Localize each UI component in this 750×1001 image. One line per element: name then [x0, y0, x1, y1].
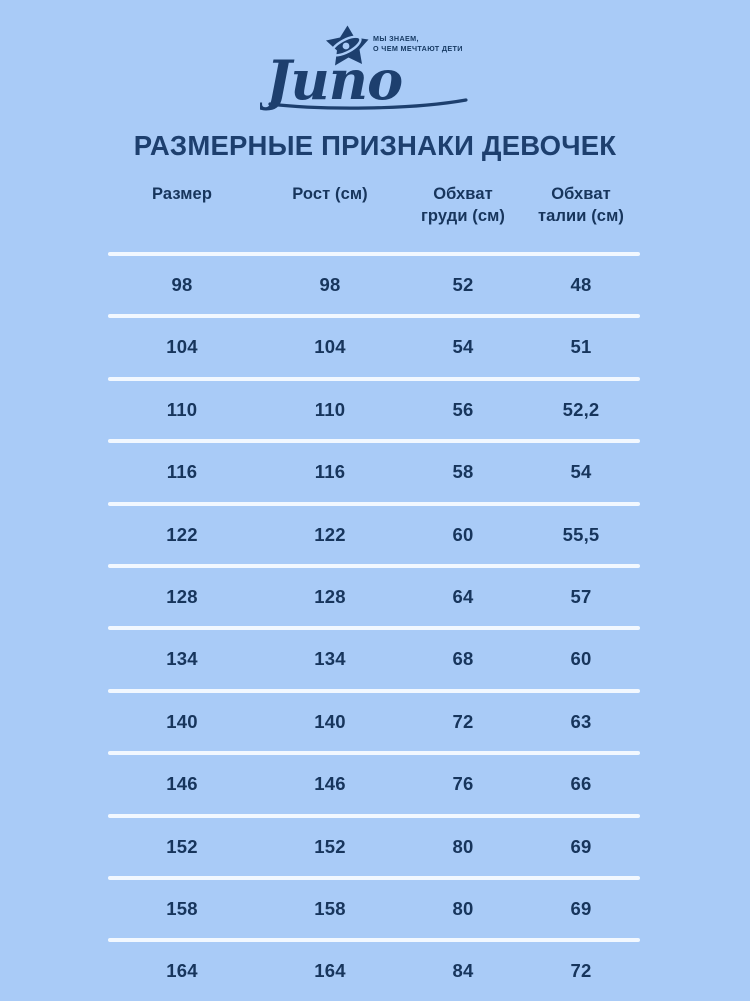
table-row: 128 128 64 57 — [108, 568, 640, 626]
cell-chest: 54 — [452, 336, 474, 358]
cell-chest: 52 — [452, 273, 474, 295]
cell-waist: 54 — [570, 461, 592, 483]
table-row: 122 122 60 55,5 — [108, 506, 640, 564]
table-row: 146 146 76 66 — [108, 755, 640, 813]
table-divider — [108, 376, 640, 381]
cell-chest: 84 — [452, 960, 474, 982]
cell-height: 128 — [314, 585, 346, 607]
size-table: Размер Рост (см) Обхват груди (см) Обхва… — [108, 180, 640, 1001]
page-title: РАЗМЕРНЫЕ ПРИЗНАКИ ДЕВОЧЕК — [133, 130, 617, 161]
table-row: 98 98 52 48 — [108, 256, 640, 314]
table-row: 152 152 80 69 — [108, 818, 640, 876]
cell-waist: 63 — [570, 710, 592, 732]
cell-size: 152 — [166, 835, 198, 857]
cell-chest: 64 — [452, 585, 474, 607]
cell-height: 110 — [314, 398, 346, 420]
table-header-row: Размер Рост (см) Обхват груди (см) Обхва… — [108, 180, 640, 252]
cell-height: 140 — [314, 710, 346, 732]
column-header-waist: Обхват талии (см) — [538, 185, 624, 225]
column-header-chest: Обхват груди (см) — [420, 185, 506, 225]
table-row: 164 164 84 72 — [108, 942, 640, 1000]
cell-height: 122 — [314, 523, 346, 545]
table-divider — [108, 252, 640, 256]
cell-size: 110 — [166, 398, 198, 420]
cell-waist: 60 — [570, 648, 592, 670]
cell-chest: 60 — [452, 523, 474, 545]
cell-size: 116 — [166, 461, 198, 483]
table-row: 134 134 68 60 — [108, 630, 640, 688]
cell-height: 152 — [314, 835, 346, 857]
cell-chest: 76 — [452, 773, 474, 795]
cell-height: 98 — [319, 273, 341, 295]
table-divider — [108, 626, 640, 631]
column-header-height: Рост (см) — [292, 185, 368, 203]
table-row: 110 110 56 52,2 — [108, 381, 640, 439]
cell-size: 140 — [166, 710, 198, 732]
table-divider — [108, 875, 640, 880]
cell-chest: 72 — [452, 710, 474, 732]
table-divider — [108, 314, 640, 319]
cell-waist: 48 — [570, 273, 592, 295]
cell-waist: 51 — [570, 336, 592, 358]
table-divider — [108, 751, 640, 756]
cell-height: 104 — [314, 336, 346, 358]
table-divider — [108, 938, 640, 943]
brand-wordmark: Juno — [257, 48, 490, 114]
cell-size: 104 — [166, 336, 198, 358]
cell-size: 122 — [166, 523, 198, 545]
cell-waist: 55,5 — [562, 523, 600, 545]
svg-text:Juno: Juno — [260, 52, 402, 112]
cell-waist: 66 — [570, 773, 592, 795]
cell-size: 98 — [171, 273, 193, 295]
cell-height: 164 — [314, 960, 346, 982]
cell-size: 164 — [166, 960, 198, 982]
column-header-size: Размер — [151, 185, 213, 203]
cell-size: 158 — [166, 897, 198, 919]
star-icon — [323, 24, 371, 70]
cell-size: 146 — [166, 773, 198, 795]
brand-logo: МЫ ЗНАЕМ, О ЧЕМ МЕЧТАЮТ ДЕТИ Juno — [0, 22, 750, 117]
cell-size: 128 — [166, 585, 198, 607]
cell-height: 134 — [314, 648, 346, 670]
cell-waist: 72 — [570, 960, 592, 982]
cell-height: 158 — [314, 897, 346, 919]
cell-waist: 57 — [570, 585, 592, 607]
table-divider — [108, 813, 640, 818]
cell-size: 134 — [166, 648, 198, 670]
brand-tagline: МЫ ЗНАЕМ, О ЧЕМ МЕЧТАЮТ ДЕТИ — [373, 34, 463, 54]
cell-height: 146 — [314, 773, 346, 795]
cell-chest: 56 — [452, 398, 474, 420]
table-row: 104 104 54 51 — [108, 318, 640, 376]
cell-chest: 68 — [452, 648, 474, 670]
table-divider — [108, 501, 640, 506]
cell-chest: 80 — [452, 835, 474, 857]
cell-chest: 58 — [452, 461, 474, 483]
cell-waist: 52,2 — [562, 398, 600, 420]
table-row: 116 116 58 54 — [108, 443, 640, 501]
cell-waist: 69 — [570, 835, 592, 857]
brand-logo-inner: МЫ ЗНАЕМ, О ЧЕМ МЕЧТАЮТ ДЕТИ Juno — [257, 22, 490, 117]
cell-chest: 80 — [452, 897, 474, 919]
table-row: 140 140 72 63 — [108, 693, 640, 751]
table-divider — [108, 439, 640, 444]
table-row: 158 158 80 69 — [108, 880, 640, 938]
cell-height: 116 — [314, 461, 346, 483]
table-divider — [108, 688, 640, 693]
cell-waist: 69 — [570, 897, 592, 919]
table-divider — [108, 563, 640, 568]
